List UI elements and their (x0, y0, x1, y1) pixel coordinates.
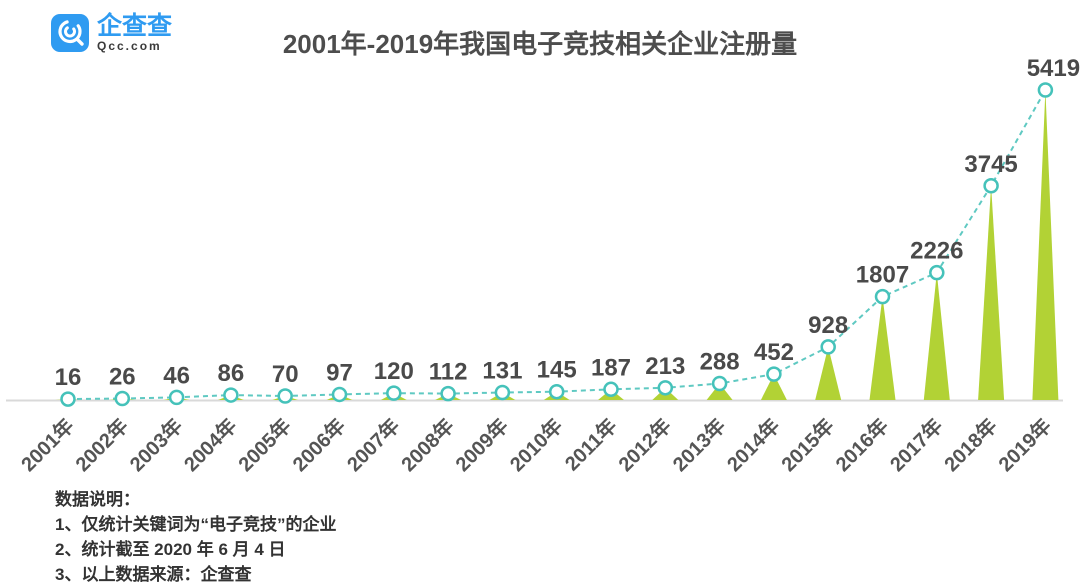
qcc-logo: 企查查 Qcc.com (51, 13, 172, 53)
chart-cone-bar-2015年 (815, 346, 842, 400)
data-notes: 数据说明： 1、仅统计关键词为“电子竞技”的企业 2、统计截至 2020 年 6… (55, 487, 336, 587)
chart-cone-bar-2018年 (978, 185, 1005, 400)
x-axis-label-2001年: 2001年 (16, 414, 79, 477)
value-label-2014年: 452 (754, 339, 794, 366)
x-axis-label-2007年: 2007年 (342, 414, 405, 477)
logo-domain: Qcc.com (97, 39, 162, 53)
value-label-2003年: 46 (163, 362, 190, 389)
chart-cone-bar-2016年 (869, 296, 896, 400)
x-axis-label-2009年: 2009年 (450, 414, 513, 477)
x-axis-label-2016年: 2016年 (830, 414, 893, 477)
data-notes-heading: 数据说明： (55, 490, 140, 509)
chart-marker-2001年 (60, 391, 76, 407)
chart-svg: 16 26 46 86 70 97 120 112 131 145 187 213 288 452 928 1… (6, 55, 1080, 477)
magnifier-q-icon (58, 19, 84, 46)
chart-marker-2006年 (331, 386, 348, 403)
x-axis-label-2015年: 2015年 (776, 414, 839, 477)
chart-title: 2001年-2019年我国电子竞技相关企业注册量 (282, 29, 798, 59)
chart-marker-2008年 (440, 385, 456, 402)
value-label-2005年: 70 (272, 361, 299, 388)
value-label-2015年: 928 (808, 312, 848, 339)
chart-marker-2018年 (983, 178, 999, 194)
chart-cone-bar-2019年 (1032, 90, 1059, 400)
value-label-2004年: 86 (218, 360, 245, 387)
value-label-2018年: 3745 (964, 151, 1017, 178)
chart-cone-bar-2013年 (706, 383, 733, 400)
x-axis-label-2010年: 2010年 (505, 414, 568, 477)
chart-marker-2005年 (277, 388, 293, 404)
chart-marker-2015年 (820, 339, 836, 355)
value-label-2002年: 26 (109, 364, 136, 391)
value-label-2010年: 145 (537, 357, 577, 384)
chart-marker-2019年 (1037, 82, 1054, 98)
chart-dashed-line (67, 89, 1047, 401)
x-axis-label-2012年: 2012年 (613, 414, 676, 477)
value-label-2017年: 2226 (910, 238, 963, 265)
chart-marker-2007年 (386, 385, 402, 401)
chart-marker-2014年 (766, 366, 782, 382)
chart-marker-2009年 (494, 384, 511, 401)
value-label-2006年: 97 (326, 359, 353, 386)
chart-marker-2012年 (657, 380, 674, 396)
chart-marker-2004年 (223, 387, 239, 403)
logo-brand-name: 企查查 (97, 12, 173, 40)
x-axis-label-2002年: 2002年 (70, 414, 133, 477)
qcc-logo-text: 企查查 Qcc.com (97, 13, 172, 53)
x-axis-label-2008年: 2008年 (396, 414, 459, 477)
chart-cone-bar-2017年 (923, 272, 950, 400)
chart-marker-2003年 (168, 389, 185, 406)
value-label-2011年: 187 (591, 354, 631, 381)
data-note-line: 3、以上数据来源：企查查 (55, 565, 252, 584)
chart-marker-2013年 (711, 375, 728, 392)
value-label-2012年: 213 (645, 353, 685, 380)
value-label-2019年: 5419 (1027, 55, 1080, 82)
x-axis-label-2013年: 2013年 (668, 414, 731, 477)
chart-marker-2011年 (603, 381, 619, 398)
value-label-2009年: 131 (482, 358, 522, 385)
x-axis-label-2003年: 2003年 (125, 414, 188, 477)
value-label-2007年: 120 (374, 358, 414, 385)
chart-marker-2017年 (929, 264, 945, 281)
x-axis-label-2006年: 2006年 (287, 414, 350, 477)
x-axis-label-2018年: 2018年 (939, 414, 1002, 477)
chart-cone-bar-2014年 (760, 374, 787, 400)
x-axis-label-2019年: 2019年 (993, 414, 1056, 477)
value-label-2016年: 1807 (856, 262, 909, 289)
x-axis-label-2017年: 2017年 (885, 414, 948, 477)
data-note-line: 1、仅统计关键词为“电子竞技”的企业 (55, 515, 337, 534)
qcc-logo-icon (51, 14, 89, 52)
chart-marker-2002年 (114, 390, 131, 407)
data-note-line: 2、统计截至 2020 年 6 月 4 日 (55, 540, 286, 559)
x-axis-label-2014年: 2014年 (722, 414, 785, 477)
value-label-2008年: 112 (429, 359, 468, 386)
chart-marker-2016年 (874, 288, 891, 305)
x-axis-label-2011年: 2011年 (560, 414, 622, 476)
x-axis-label-2004年: 2004年 (179, 414, 242, 477)
chart-marker-2010年 (548, 383, 565, 400)
value-label-2001年: 16 (55, 364, 82, 391)
value-label-2013年: 288 (700, 349, 740, 376)
x-axis-label-2005年: 2005年 (233, 414, 296, 477)
